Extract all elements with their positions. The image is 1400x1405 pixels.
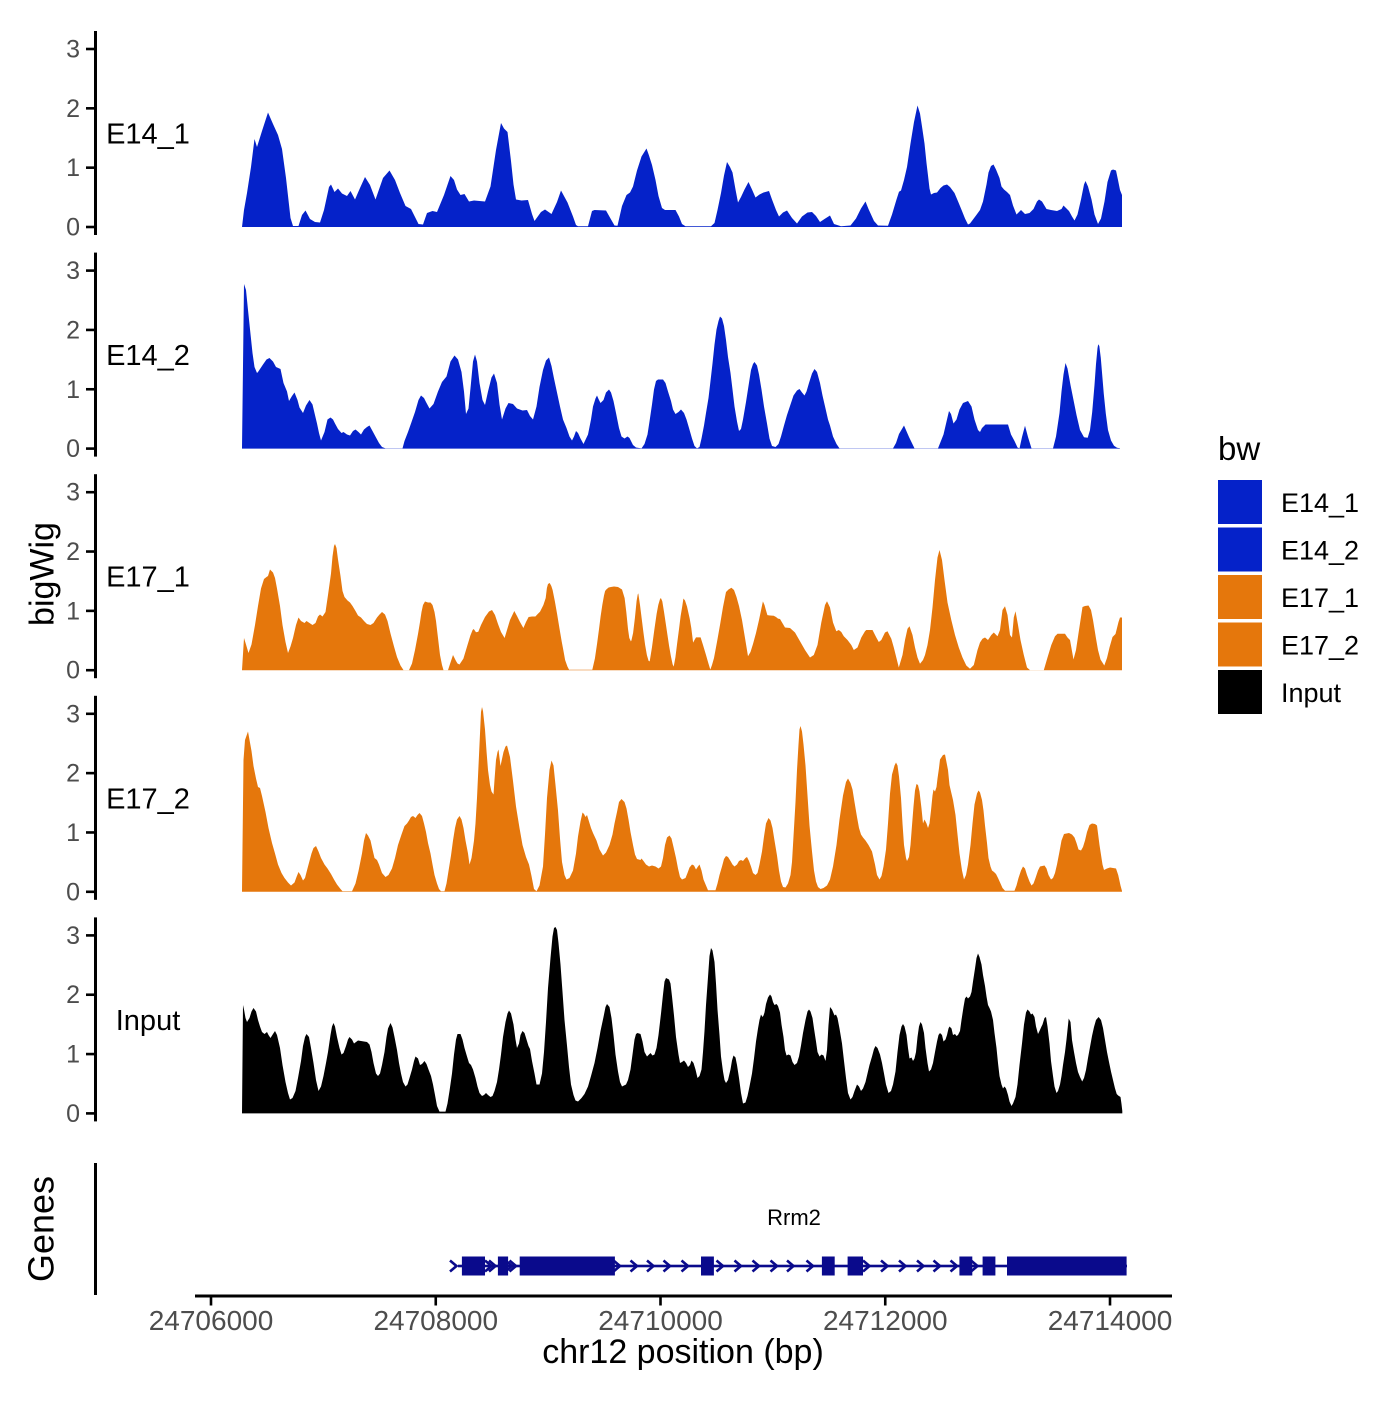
svg-text:24710000: 24710000 <box>598 1305 723 1336</box>
svg-text:chr12 position (bp): chr12 position (bp) <box>542 1333 824 1371</box>
svg-text:24714000: 24714000 <box>1048 1305 1173 1336</box>
svg-text:0: 0 <box>66 657 80 685</box>
svg-text:E14_1: E14_1 <box>1281 488 1359 518</box>
svg-text:E17_2: E17_2 <box>1281 631 1359 661</box>
svg-text:0: 0 <box>66 1100 80 1128</box>
svg-text:3: 3 <box>66 700 80 728</box>
svg-text:1: 1 <box>66 154 80 182</box>
svg-text:Input: Input <box>116 1005 181 1037</box>
svg-text:Input: Input <box>1281 678 1342 708</box>
svg-text:2: 2 <box>66 316 80 344</box>
svg-text:1: 1 <box>66 819 80 847</box>
svg-text:0: 0 <box>66 435 80 463</box>
svg-text:1: 1 <box>66 1041 80 1069</box>
svg-text:2: 2 <box>66 981 80 1009</box>
svg-text:1: 1 <box>66 597 80 625</box>
svg-text:24708000: 24708000 <box>373 1305 498 1336</box>
svg-text:E17_2: E17_2 <box>106 783 190 815</box>
svg-text:3: 3 <box>66 922 80 950</box>
svg-text:E17_1: E17_1 <box>1281 583 1359 613</box>
svg-text:E14_2: E14_2 <box>1281 536 1359 566</box>
svg-text:2: 2 <box>66 760 80 788</box>
svg-text:0: 0 <box>66 878 80 906</box>
svg-text:1: 1 <box>66 376 80 404</box>
svg-text:3: 3 <box>66 257 80 285</box>
svg-text:3: 3 <box>66 36 80 64</box>
svg-text:3: 3 <box>66 479 80 507</box>
svg-text:bigWig: bigWig <box>24 522 62 626</box>
svg-text:E14_2: E14_2 <box>106 340 190 372</box>
svg-text:2: 2 <box>66 95 80 123</box>
svg-text:24706000: 24706000 <box>149 1305 274 1336</box>
svg-text:E14_1: E14_1 <box>106 119 190 151</box>
svg-text:2: 2 <box>66 538 80 566</box>
svg-text:Genes: Genes <box>21 1176 62 1282</box>
svg-text:0: 0 <box>66 214 80 242</box>
svg-text:bw: bw <box>1218 430 1260 467</box>
svg-text:E17_1: E17_1 <box>106 562 190 594</box>
svg-text:24712000: 24712000 <box>823 1305 948 1336</box>
svg-text:Rrm2: Rrm2 <box>767 1205 821 1230</box>
